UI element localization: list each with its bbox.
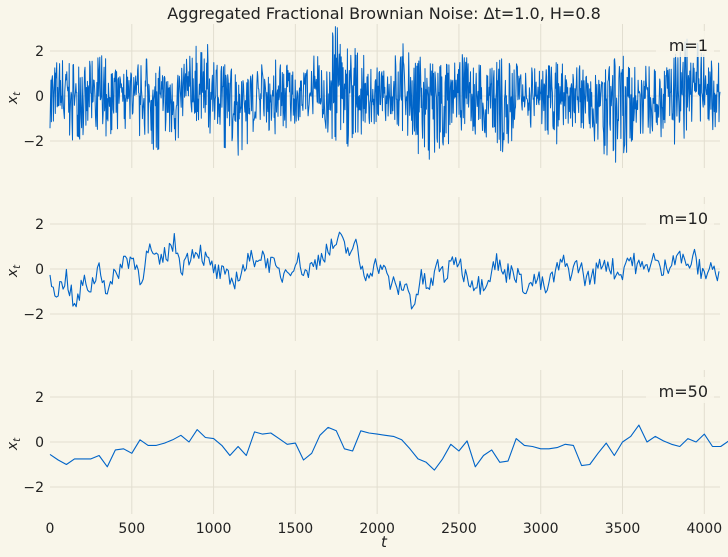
y-tick-label: 0 <box>35 435 44 451</box>
x-axis-label: t <box>381 533 388 551</box>
legend-label: m=50 <box>659 382 708 401</box>
series-line <box>49 26 721 163</box>
y-tick-label: 2 <box>35 44 44 60</box>
legend-box <box>646 377 714 403</box>
y-tick-label: −2 <box>23 307 44 323</box>
x-tick-label: 4000 <box>686 521 722 537</box>
panel-1: −2 0 2 xt m=1 <box>5 24 721 168</box>
legend-label: m=10 <box>659 209 708 228</box>
y-tick-label: 2 <box>35 390 44 406</box>
y-tick-label: −2 <box>23 134 44 150</box>
x-tick-label: 1000 <box>196 521 232 537</box>
panels-group: −2 0 2 xt m=1 −2 0 2 xt m=10 −2 0 2 xt m=50 0 500 1000 150… <box>5 24 728 537</box>
chart-title: Aggregated Fractional Brownian Noise: Δt… <box>167 4 601 23</box>
panel-2: −2 0 2 xt m=10 <box>5 197 720 341</box>
y-axis-label: xt <box>5 91 23 105</box>
x-tick-label: 2500 <box>441 521 477 537</box>
legend-box <box>656 31 714 57</box>
x-tick-label: 3000 <box>523 521 559 537</box>
x-tick-label: 1500 <box>278 521 314 537</box>
y-tick-label: −2 <box>23 480 44 496</box>
legend-label: m=1 <box>669 36 708 55</box>
x-tick-label: 0 <box>46 521 55 537</box>
y-tick-label: 0 <box>35 262 44 278</box>
legend-box <box>646 204 714 230</box>
x-tick-label: 500 <box>118 521 145 537</box>
y-tick-label: 0 <box>35 89 44 105</box>
x-tick-label: 3500 <box>605 521 641 537</box>
x-tick-label: 2000 <box>359 521 395 537</box>
series-line <box>49 424 728 471</box>
y-axis-label: xt <box>5 264 23 278</box>
series-line <box>49 231 720 310</box>
y-tick-label: 2 <box>35 217 44 233</box>
y-axis-label: xt <box>5 437 23 451</box>
panel-3: −2 0 2 xt m=50 0 500 1000 1500 2000 2500 3000 3500 40… <box>5 370 728 537</box>
